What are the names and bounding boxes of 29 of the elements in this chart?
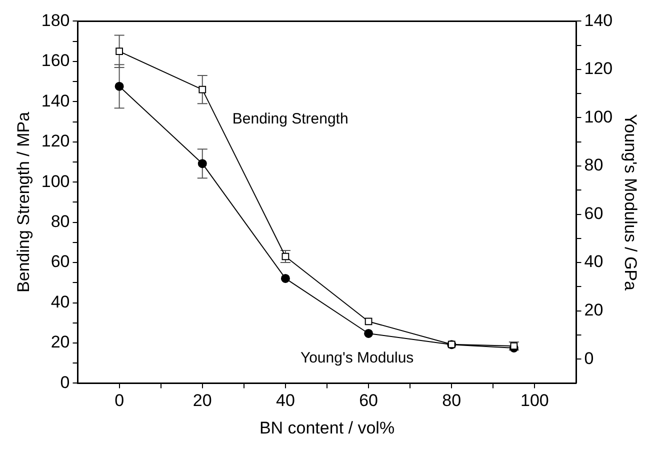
y-tick-label: 140	[41, 91, 70, 110]
y2-tick-label: 20	[584, 300, 604, 320]
y-tick-label: 120	[41, 132, 70, 151]
y2-tick-label: 40	[584, 252, 604, 272]
y-tick-label: 160	[41, 51, 70, 70]
x-tick-label: 60	[359, 391, 378, 410]
series-label: Young's Modulus	[300, 350, 414, 367]
y-tick-label: 100	[41, 172, 70, 191]
y2-axis-title: Young's Modulus / GPa	[621, 114, 640, 291]
x-axis-title: BN content / vol%	[259, 418, 395, 438]
series-label: Bending Strength	[232, 110, 348, 128]
x-tick-label: 100	[520, 391, 549, 410]
y2-tick-label: 100	[584, 107, 613, 126]
y-tick-label: 180	[41, 10, 70, 30]
y-axis-title: Bending Strength / MPa	[14, 111, 33, 292]
y2-tick-label: 80	[584, 156, 604, 175]
y2-tick-label: 0	[584, 348, 594, 368]
x-tick-label: 20	[192, 391, 212, 410]
x-tick-label: 0	[114, 391, 124, 410]
y2-tick-label: 140	[584, 10, 613, 30]
y2-tick-label: 60	[584, 204, 604, 223]
y-tick-label: 20	[50, 332, 70, 352]
y-tick-label: 40	[50, 292, 70, 312]
y2-tick-label: 120	[584, 59, 613, 78]
x-tick-label: 40	[276, 391, 295, 410]
y-tick-label: 80	[50, 212, 70, 231]
y-tick-label: 60	[50, 252, 70, 272]
x-tick-label: 80	[442, 391, 462, 410]
y-tick-label: 0	[60, 372, 70, 392]
